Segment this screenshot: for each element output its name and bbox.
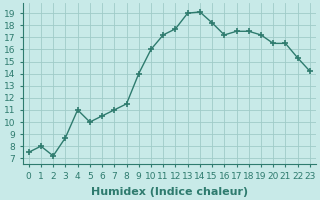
X-axis label: Humidex (Indice chaleur): Humidex (Indice chaleur)	[91, 187, 248, 197]
